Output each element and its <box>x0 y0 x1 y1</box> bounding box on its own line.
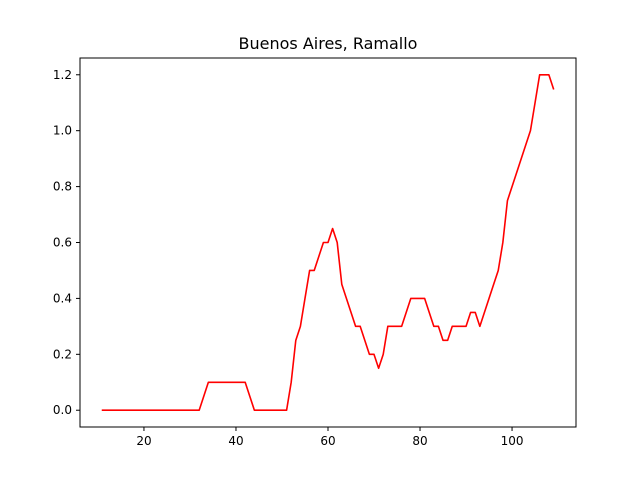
plot-area: 20 40 60 80 100 0.0 0.2 0.4 0.6 0.8 1.0 1.2 <box>53 57 577 448</box>
x-tick-label: 40 <box>228 434 243 448</box>
y-tick-label: 0.0 <box>53 403 72 417</box>
y-tick-label: 0.4 <box>53 291 72 305</box>
y-tick-label: 0.6 <box>53 236 72 250</box>
y-tick-label: 1.2 <box>53 68 72 82</box>
x-tick-label: 100 <box>501 434 524 448</box>
x-tick-label: 60 <box>320 434 335 448</box>
series-line-0 <box>101 73 555 412</box>
chart-title: Buenos Aires, Ramallo <box>239 34 418 53</box>
x-tick-label: 20 <box>136 434 151 448</box>
y-tick-label: 0.8 <box>53 180 72 194</box>
x-tick-label: 80 <box>412 434 427 448</box>
y-tick-label: 1.0 <box>53 124 72 138</box>
y-tick-label: 0.2 <box>53 347 72 361</box>
